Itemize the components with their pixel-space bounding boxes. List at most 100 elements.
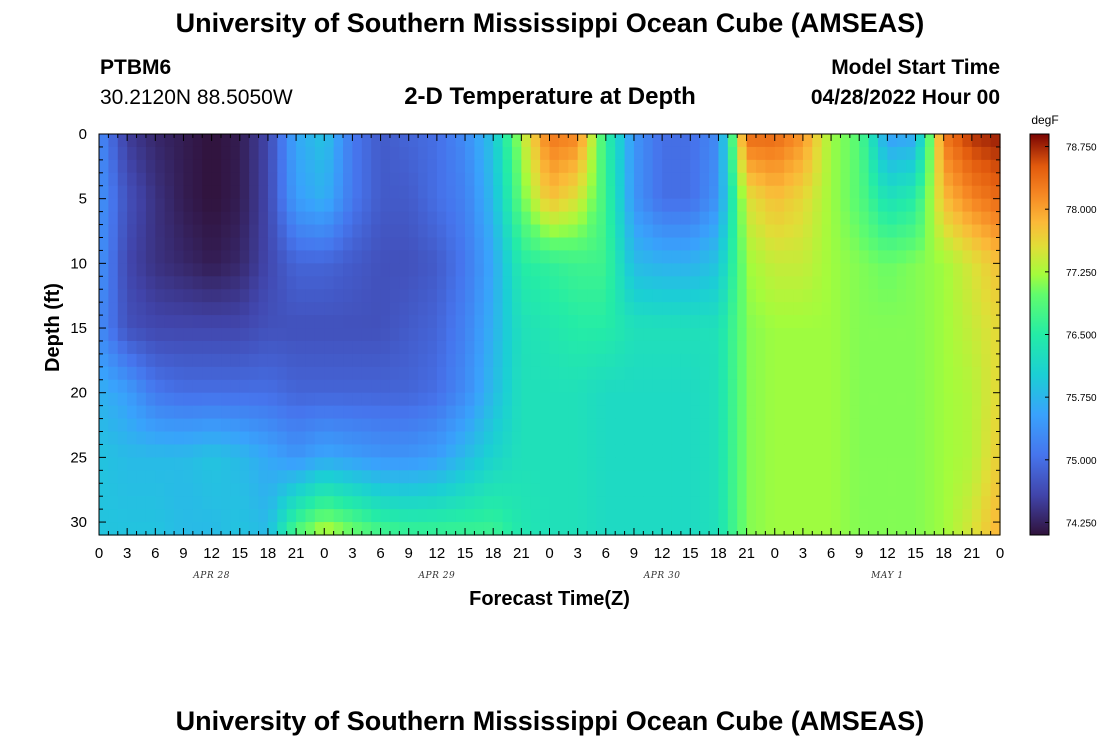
heatmap-cell <box>849 276 860 290</box>
heatmap-cell <box>427 418 438 433</box>
heatmap-cell <box>587 276 598 290</box>
heatmap-cell <box>258 289 269 303</box>
heatmap-cell <box>352 302 363 316</box>
heatmap-cell <box>690 237 701 252</box>
heatmap-cell <box>493 483 504 497</box>
heatmap-cell <box>727 379 738 394</box>
heatmap-cell <box>915 392 926 407</box>
heatmap-cell <box>877 340 888 355</box>
heatmap-cell <box>915 483 926 497</box>
heatmap-cell <box>314 263 325 277</box>
heatmap-cell <box>802 457 813 471</box>
heatmap-cell <box>990 353 1001 368</box>
heatmap-cell <box>127 302 138 316</box>
heatmap-cell <box>314 198 325 213</box>
heatmap-cell <box>511 431 522 446</box>
heatmap-cell <box>352 315 363 329</box>
heatmap-cell <box>474 263 485 277</box>
heatmap-cell <box>549 302 560 316</box>
heatmap-cell <box>211 457 222 471</box>
heatmap-cell <box>361 522 372 536</box>
heatmap-cell <box>727 483 738 497</box>
heatmap-cell <box>990 392 1001 407</box>
heatmap-cell <box>127 483 138 497</box>
heatmap-cell <box>174 289 185 303</box>
date-label: APR 30 <box>643 571 681 581</box>
heatmap-cell <box>408 470 419 484</box>
x-tick-label: 9 <box>630 545 638 562</box>
heatmap-cell <box>962 509 973 523</box>
heatmap-cell <box>877 509 888 523</box>
heatmap-cell <box>690 315 701 329</box>
heatmap-cell <box>361 418 372 433</box>
heatmap-cell <box>915 237 926 252</box>
heatmap-cell <box>990 379 1001 394</box>
heatmap-cell <box>164 172 175 187</box>
heatmap-cell <box>549 522 560 536</box>
heatmap-cell <box>361 198 372 213</box>
heatmap-cell <box>924 276 935 290</box>
heatmap-cell <box>239 392 250 407</box>
heatmap-cell <box>887 340 898 355</box>
heatmap-cell <box>418 340 429 355</box>
heatmap-cell <box>108 470 119 484</box>
heatmap-cell <box>709 237 720 252</box>
heatmap-cell <box>455 198 466 213</box>
heatmap-cell <box>267 496 278 510</box>
heatmap-cell <box>615 522 626 536</box>
heatmap-cell <box>549 405 560 420</box>
heatmap-cell <box>211 289 222 303</box>
heatmap-cell <box>652 522 663 536</box>
heatmap-cell <box>286 328 297 342</box>
heatmap-cell <box>277 328 288 342</box>
heatmap-cell <box>727 250 738 264</box>
colorbar-tick-label: 77.250 <box>1066 268 1097 279</box>
heatmap-cell <box>465 315 476 329</box>
heatmap-cell <box>418 509 429 523</box>
heatmap-cell <box>530 392 541 407</box>
heatmap-cell <box>521 302 532 316</box>
heatmap-cell <box>840 134 851 148</box>
heatmap-cell <box>249 134 260 148</box>
heatmap-cell <box>202 315 213 329</box>
heatmap-cell <box>990 146 1001 161</box>
heatmap-cell <box>812 522 823 536</box>
heatmap-cell <box>493 146 504 161</box>
heatmap-cell <box>784 250 795 264</box>
heatmap-cell <box>596 302 607 316</box>
heatmap-cell <box>662 509 673 523</box>
heatmap-cell <box>305 366 316 381</box>
heatmap-cell <box>324 315 335 329</box>
heatmap-cell <box>343 134 354 148</box>
heatmap-cell <box>286 379 297 394</box>
heatmap-cell <box>652 276 663 290</box>
heatmap-cell <box>859 405 870 420</box>
heatmap-cell <box>943 289 954 303</box>
heatmap-cell <box>821 134 832 148</box>
heatmap-cell <box>887 263 898 277</box>
heatmap-cell <box>399 146 410 161</box>
heatmap-cell <box>924 224 935 239</box>
x-tick-label: 9 <box>855 545 863 562</box>
heatmap-cell <box>596 224 607 239</box>
heatmap-cell <box>549 353 560 368</box>
heatmap-cell <box>605 198 616 213</box>
heatmap-cell <box>662 431 673 446</box>
heatmap-cell <box>127 379 138 394</box>
heatmap-cell <box>230 379 241 394</box>
heatmap-cell <box>981 276 992 290</box>
heatmap-cell <box>258 263 269 277</box>
heatmap-cell <box>962 431 973 446</box>
heatmap-cell <box>483 134 494 148</box>
heatmap-cell <box>399 353 410 368</box>
heatmap-cell <box>577 509 588 523</box>
heatmap-cell <box>924 250 935 264</box>
heatmap-cell <box>502 509 513 523</box>
heatmap-cell <box>662 483 673 497</box>
heatmap-cell <box>953 134 964 148</box>
heatmap-cell <box>230 211 241 226</box>
heatmap-cell <box>127 289 138 303</box>
heatmap-cell <box>812 146 823 161</box>
heatmap-cell <box>418 366 429 381</box>
heatmap-cell <box>859 198 870 213</box>
